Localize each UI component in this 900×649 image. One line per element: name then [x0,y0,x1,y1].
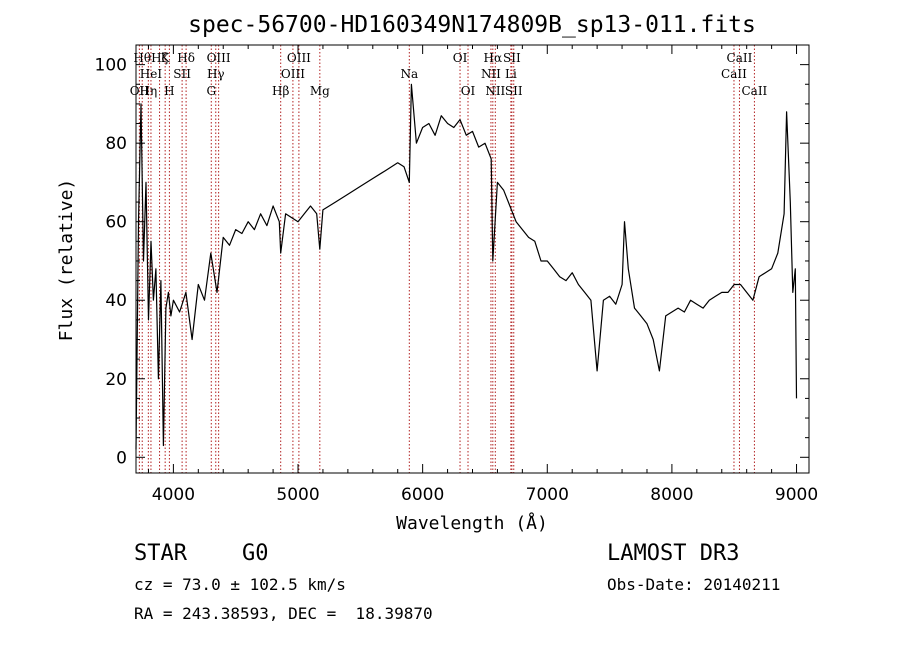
spectral-line-label: OIII [281,67,305,81]
spectral-line-label: Hδ [177,51,195,65]
survey-name: LAMOST DR3 [607,541,739,566]
y-tick-label: 100 [95,56,127,76]
x-axis-label: Wavelength (Å) [396,512,548,534]
spectral-line-label: Hα [484,51,503,65]
y-tick-label: 0 [116,448,127,468]
spectral-line-label: K [161,51,171,65]
obs-date-text: Obs-Date: 20140211 [607,575,780,594]
spectral-line-labels: OII Hθ Hη HeI HζK H SII Hδ G Hγ OIII Hβ OIII OIII Mg Na… [130,51,768,98]
x-tick-label: 7000 [526,485,569,505]
y-tick-label: 20 [105,370,127,390]
object-subclass: G0 [242,541,269,566]
y-tick-label: 60 [105,213,127,233]
spectral-line-label: Hθ [133,51,151,65]
spectral-line-label: OIII [287,51,311,65]
spectral-line-label: Mg [310,84,330,98]
object-class: STAR [134,541,188,566]
spectral-line-label: OII [130,84,150,98]
spectral-line-label: CaII [741,84,767,98]
spectral-line-label: G [206,84,216,98]
spectral-line-label: CaII [721,67,747,81]
x-tick-label: 8000 [650,485,693,505]
plot-frame [135,44,810,474]
series-layer [135,83,798,450]
x-axis: 4000 5000 6000 7000 8000 9000 [147,45,818,505]
spectral-line-label: OIII [207,51,231,65]
x-tick-label: 5000 [276,485,319,505]
y-tick-label: 40 [105,291,127,311]
spectral-line-markers [138,45,755,473]
spectral-line-label: Hβ [272,84,289,98]
spectral-line-label: OI [461,84,476,98]
spectral-line-label: NII [481,67,501,81]
chart-title: spec-56700-HD160349N174809B_sp13-011.fit… [188,12,756,38]
spectral-line-label: Na [400,67,418,81]
y-axis-label: Flux (relative) [56,179,77,342]
spectrum-line [135,83,798,450]
spectral-line-label: Hη [140,84,158,98]
spectral-line-label: Li [505,67,517,81]
coords-text: RA = 243.38593, DEC = 18.39870 [134,604,433,623]
spectral-line-label: Hγ [207,67,225,81]
spectral-line-label: SII [503,51,521,65]
spectral-line-label: SII [505,84,523,98]
x-tick-label: 4000 [152,485,195,505]
x-tick-label: 9000 [775,485,818,505]
spectral-line-label: H [164,84,174,98]
redshift-text: cz = 73.0 ± 102.5 km/s [134,575,346,594]
spectral-line-label: HeI [140,67,163,81]
y-axis: 0 20 40 60 80 100 [95,56,809,468]
spectral-line-label: SII [173,67,191,81]
spectral-line-label: NII [485,84,505,98]
spectral-line-label: CaII [727,51,753,65]
spectral-line-label: Hζ [151,51,168,65]
y-tick-label: 80 [105,134,127,154]
spectral-line-label: OI [453,51,468,65]
x-tick-label: 6000 [401,485,444,505]
